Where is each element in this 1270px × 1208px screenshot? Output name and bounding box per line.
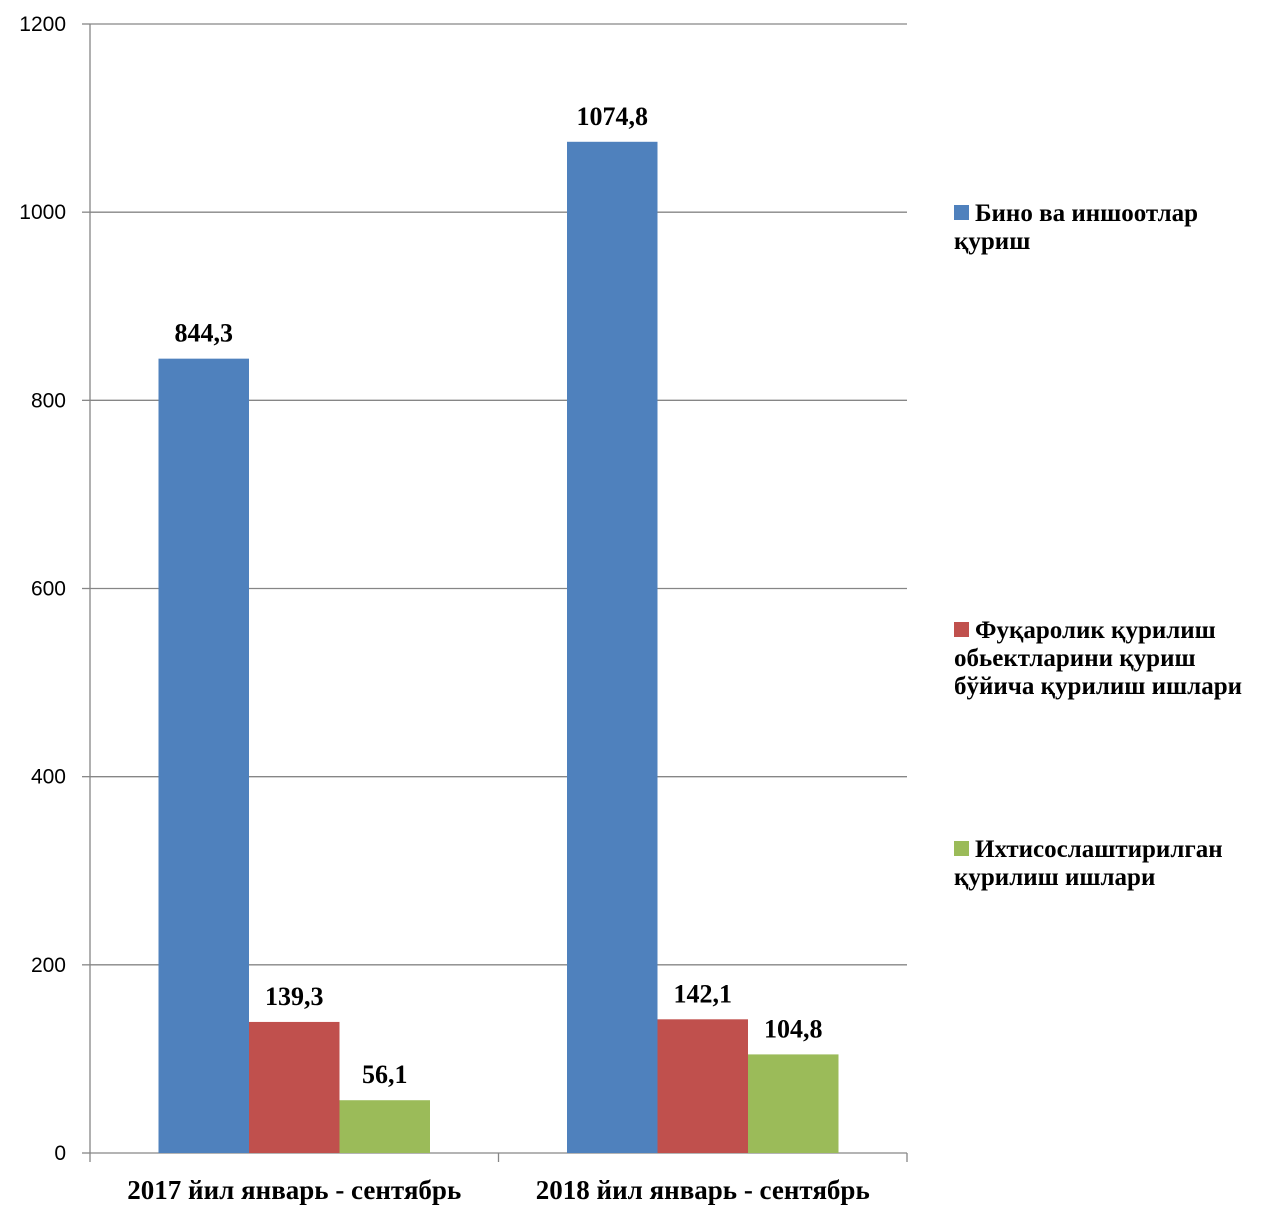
y-tick-label: 800 bbox=[31, 389, 66, 412]
legend-swatch bbox=[954, 622, 969, 637]
bar bbox=[748, 1054, 839, 1153]
x-category-label: 2018 йил январь - сентябрь bbox=[536, 1175, 870, 1205]
y-tick-label: 400 bbox=[31, 766, 66, 789]
legend-item: Бино ва иншоотлар қуриш bbox=[954, 200, 1266, 256]
bar bbox=[657, 1019, 748, 1153]
data-labels: 844,3 139,3 56,1 1074,8 142,1 104,8 bbox=[175, 102, 823, 1089]
y-axis-ticks: 0 200 400 600 800 1000 1200 bbox=[19, 13, 66, 1165]
y-tick-label: 0 bbox=[54, 1142, 66, 1165]
legend-item: Ихтисослаштирилган қурилиш ишлари bbox=[954, 836, 1266, 892]
bar bbox=[339, 1100, 430, 1153]
legend-swatch bbox=[954, 841, 969, 856]
x-axis-categories: 2017 йил январь - сентябрь 2018 йил январ… bbox=[127, 1175, 869, 1205]
data-label: 1074,8 bbox=[577, 102, 649, 131]
data-label: 56,1 bbox=[362, 1060, 408, 1089]
bar bbox=[158, 358, 249, 1153]
bars bbox=[158, 141, 839, 1153]
y-tick-label: 200 bbox=[31, 954, 66, 977]
bar bbox=[249, 1021, 340, 1153]
bar bbox=[567, 141, 658, 1153]
y-tick-label: 1000 bbox=[19, 201, 66, 224]
data-label: 104,8 bbox=[764, 1014, 823, 1043]
data-label: 139,3 bbox=[265, 982, 324, 1011]
legend-label: Фуқаролик қурилиш обьектларини қуриш бўй… bbox=[954, 617, 1243, 700]
x-category-label: 2017 йил январь - сентябрь bbox=[127, 1175, 461, 1205]
legend-label: Бино ва иншоотлар қуриш bbox=[954, 200, 1199, 255]
data-label: 844,3 bbox=[175, 319, 234, 348]
legend-swatch bbox=[954, 205, 969, 220]
legend-label: Ихтисослаштирилган қурилиш ишлари bbox=[954, 836, 1223, 891]
y-tick-label: 1200 bbox=[19, 13, 66, 36]
data-label: 142,1 bbox=[674, 979, 733, 1008]
legend-item: Фуқаролик қурилиш обьектларини қуриш бўй… bbox=[954, 617, 1266, 701]
y-tick-label: 600 bbox=[31, 578, 66, 601]
